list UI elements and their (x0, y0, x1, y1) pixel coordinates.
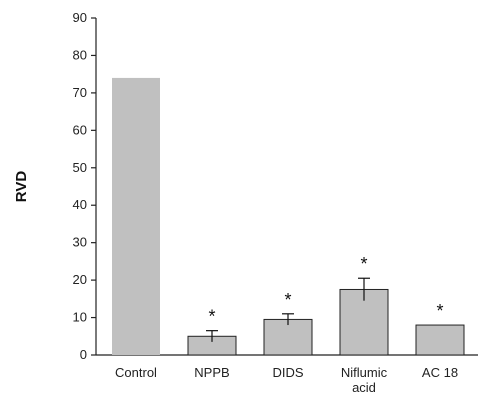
y-tick-label: 50 (73, 160, 87, 175)
significance-star: * (284, 290, 291, 310)
y-tick-label: 80 (73, 47, 87, 62)
category-label: Control (115, 365, 157, 380)
bar (415, 324, 465, 356)
y-tick-label: 40 (73, 197, 87, 212)
significance-star: * (360, 254, 367, 274)
y-tick-label: 60 (73, 122, 87, 137)
y-tick-label: 70 (73, 85, 87, 100)
bars-group (112, 77, 465, 356)
category-label: Niflumic acid (341, 365, 388, 395)
bar (112, 77, 160, 356)
y-tick-label: 10 (73, 310, 87, 325)
y-tick-label: 20 (73, 272, 87, 287)
y-tick-label: 0 (80, 347, 87, 362)
y-tick-label: 30 (73, 235, 87, 250)
category-label: AC 18 (422, 365, 458, 380)
category-label: NPPB (194, 365, 229, 380)
significance-markers: * * * * (208, 254, 443, 326)
significance-star: * (436, 301, 443, 321)
y-axis: 0 10 20 30 40 50 60 70 80 90 (73, 10, 97, 362)
y-tick-label: 90 (73, 10, 87, 25)
category-labels: Control NPPB DIDS Niflumic acid AC 18 (115, 365, 458, 395)
category-label: DIDS (272, 365, 303, 380)
y-axis-label: RVD (13, 171, 30, 203)
significance-star: * (208, 307, 215, 327)
error-bars-group (206, 277, 370, 342)
